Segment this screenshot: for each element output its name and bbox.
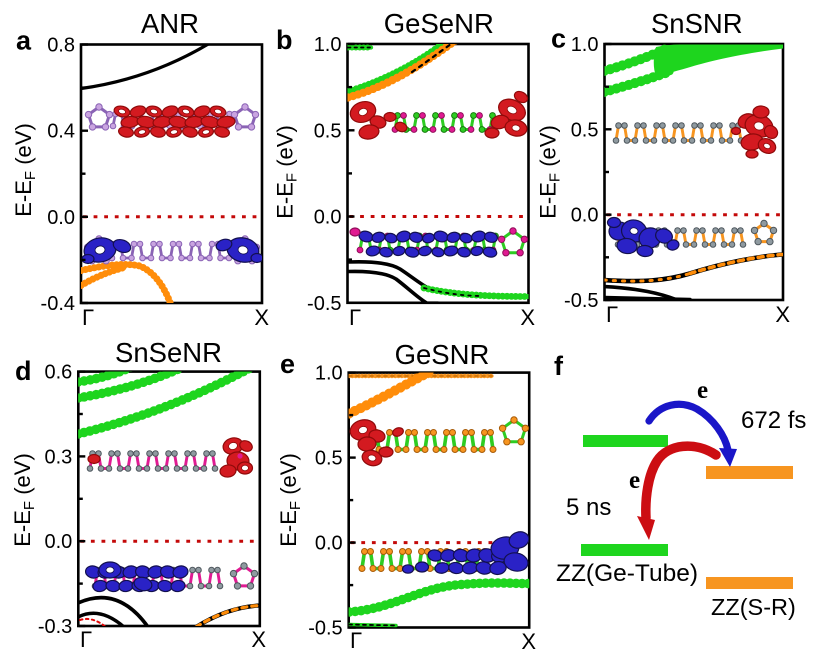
svg-text:Γ: Γ <box>349 305 361 330</box>
svg-text:e: e <box>629 467 640 494</box>
svg-text:0.3: 0.3 <box>44 446 72 468</box>
svg-text:e: e <box>697 377 708 404</box>
svg-text:ZZ(S-R): ZZ(S-R) <box>711 594 796 620</box>
svg-text:1.0: 1.0 <box>314 34 342 56</box>
svg-text:0.5: 0.5 <box>571 119 599 141</box>
svg-text:X: X <box>521 629 536 654</box>
svg-text:Γ: Γ <box>606 302 618 327</box>
svg-text:d: d <box>15 356 32 386</box>
svg-text:0.0: 0.0 <box>44 531 72 553</box>
svg-text:b: b <box>276 25 293 55</box>
svg-text:E-EF (eV): E-EF (eV) <box>11 123 39 217</box>
svg-text:E-EF (eV): E-EF (eV) <box>10 453 38 547</box>
svg-text:X: X <box>775 302 790 327</box>
svg-text:0.0: 0.0 <box>315 533 343 555</box>
svg-text:E-EF (eV): E-EF (eV) <box>536 125 564 219</box>
svg-text:-0.3: -0.3 <box>38 616 72 638</box>
svg-text:ZZ(Ge-Tube): ZZ(Ge-Tube) <box>556 560 698 587</box>
svg-text:ANR: ANR <box>141 8 199 39</box>
svg-text:-0.4: -0.4 <box>41 293 75 315</box>
svg-text:Γ: Γ <box>80 627 92 652</box>
svg-text:c: c <box>551 24 566 54</box>
svg-text:0.8: 0.8 <box>47 35 75 57</box>
svg-text:Γ: Γ <box>350 628 362 653</box>
svg-text:GeSNR: GeSNR <box>395 339 490 370</box>
svg-text:5 ns: 5 ns <box>566 494 611 521</box>
svg-text:-0.5: -0.5 <box>564 290 598 312</box>
svg-text:672 fs: 672 fs <box>741 407 806 434</box>
svg-text:0.5: 0.5 <box>315 448 343 470</box>
svg-text:0.0: 0.0 <box>47 207 75 229</box>
svg-text:e: e <box>280 349 295 379</box>
svg-text:0.5: 0.5 <box>314 120 342 142</box>
svg-text:GeSeNR: GeSeNR <box>384 8 494 39</box>
svg-text:E-EF (eV): E-EF (eV) <box>273 125 301 219</box>
svg-text:E-EF (eV): E-EF (eV) <box>276 453 304 547</box>
svg-text:-0.5: -0.5 <box>308 618 342 640</box>
svg-text:0.4: 0.4 <box>47 121 75 143</box>
svg-text:f: f <box>554 351 564 381</box>
svg-text:X: X <box>251 627 266 652</box>
svg-text:0.6: 0.6 <box>44 362 72 384</box>
svg-text:SnSNR: SnSNR <box>651 8 743 39</box>
svg-text:a: a <box>16 26 32 56</box>
svg-text:X: X <box>254 305 269 330</box>
svg-text:1.0: 1.0 <box>315 363 343 385</box>
svg-text:0.0: 0.0 <box>571 205 599 227</box>
svg-text:Γ: Γ <box>82 305 94 330</box>
svg-text:1.0: 1.0 <box>571 34 599 56</box>
svg-text:-0.5: -0.5 <box>307 293 341 315</box>
svg-text:0.0: 0.0 <box>314 207 342 229</box>
svg-text:SnSeNR: SnSeNR <box>115 337 222 368</box>
svg-text:X: X <box>520 305 535 330</box>
